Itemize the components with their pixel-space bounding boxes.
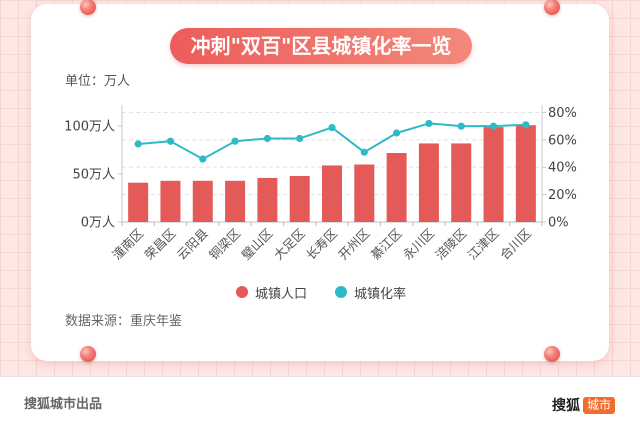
bar-綦江区 <box>386 153 407 222</box>
bar-潼南区 <box>128 182 149 222</box>
x-category-label: 綦江区 <box>368 226 405 263</box>
point-潼南区 <box>134 140 142 148</box>
pushpin-icon <box>80 0 96 15</box>
legend-dot-icon <box>236 286 248 298</box>
legend: 城镇人口 城镇化率 <box>236 283 434 302</box>
x-category-label: 铜梁区 <box>206 226 243 263</box>
sohu-city-logo: 搜狐 城市 <box>552 396 616 414</box>
bar-大足区 <box>289 176 310 222</box>
bar-云阳县 <box>192 180 213 222</box>
y-right-tick-label: 40% <box>548 161 577 176</box>
point-长寿区 <box>328 123 336 132</box>
legend-label: 城镇化率 <box>354 286 407 302</box>
logo-main-text: 搜狐 <box>552 398 580 414</box>
y-right-tick-label: 20% <box>548 188 577 203</box>
y-right-tick-label: 80% <box>548 106 577 121</box>
point-铜梁区 <box>231 137 239 145</box>
footer-credit: 搜狐城市出品 <box>24 397 103 412</box>
line-series <box>134 119 530 163</box>
logo-badge: 城市 <box>583 396 616 414</box>
x-category-label: 江津区 <box>465 226 502 263</box>
axes: 0万人 50万人 100万人 0% 20% 40% 60% 80% <box>64 105 577 231</box>
legend-item-urbanization-rate: 城镇化率 <box>335 283 406 302</box>
legend-item-urban-population: 城镇人口 <box>236 283 307 302</box>
bar-series <box>128 125 536 223</box>
point-云阳县 <box>199 155 207 163</box>
point-璧山区 <box>263 134 271 143</box>
y-axis-unit-label: 单位：万人 <box>65 74 131 89</box>
data-source: 数据来源：重庆年鉴 <box>65 314 183 329</box>
point-永川区 <box>425 119 433 128</box>
point-大足区 <box>296 134 304 143</box>
x-category-label: 潼南区 <box>109 226 146 263</box>
pushpin-icon <box>544 346 560 362</box>
bar-璧山区 <box>257 177 278 222</box>
y-left-tick-label: 50万人 <box>72 168 115 183</box>
y-left-tick-label: 0万人 <box>81 216 115 231</box>
x-category-label: 涪陵区 <box>432 226 469 263</box>
bar-荣昌区 <box>160 180 181 222</box>
point-綦江区 <box>393 129 401 137</box>
bar-江津区 <box>483 127 504 223</box>
legend-label: 城镇人口 <box>255 286 308 302</box>
x-category-label: 长寿区 <box>303 226 340 263</box>
bar-长寿区 <box>322 165 342 222</box>
x-category-label: 云阳县 <box>174 226 211 263</box>
point-开州区 <box>360 148 368 156</box>
x-category-label: 开州区 <box>335 226 372 263</box>
y-right-tick-label: 60% <box>548 133 577 148</box>
x-category-label: 永川区 <box>400 226 437 263</box>
x-category-label: 璧山区 <box>238 226 275 263</box>
point-合川区 <box>522 121 530 129</box>
x-category-label: 大足区 <box>271 226 308 263</box>
point-涪陵区 <box>457 122 465 130</box>
pushpin-icon <box>80 346 96 362</box>
point-江津区 <box>489 122 498 130</box>
point-荣昌区 <box>166 137 175 145</box>
bar-涪陵区 <box>451 143 472 222</box>
chart-title: 冲刺"双百"区县城镇化率一览 <box>170 28 472 64</box>
combo-bar-line-chart: 0万人 50万人 100万人 0% 20% 40% 60% 80% 潼南区荣昌区云阳县铜梁区璧山… <box>64 105 577 263</box>
pushpin-icon <box>544 0 560 15</box>
bar-开州区 <box>354 164 375 222</box>
footer: 搜狐城市出品 搜狐 城市 <box>0 376 640 428</box>
legend-dot-icon <box>335 286 348 298</box>
bar-合川区 <box>515 125 536 222</box>
x-category-label: 合川区 <box>497 226 534 263</box>
y-left-tick-label: 100万人 <box>64 120 115 135</box>
x-category-label: 荣昌区 <box>141 226 178 263</box>
bar-永川区 <box>418 143 439 222</box>
bar-铜梁区 <box>225 180 246 222</box>
y-right-tick-label: 0% <box>548 216 569 231</box>
